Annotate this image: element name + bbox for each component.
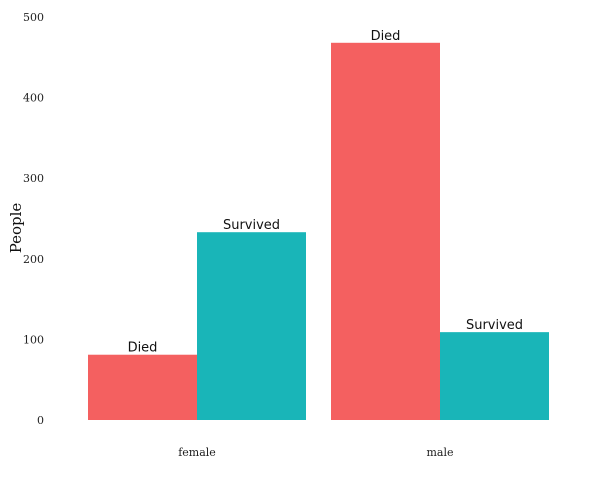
bar-label-female-survived: Survived <box>223 218 280 233</box>
y-tick-label: 400 <box>23 92 44 105</box>
y-tick-label: 500 <box>23 11 44 24</box>
bar-label-female-died: Died <box>128 341 158 356</box>
y-axis-ticks: 0 100 200 300 400 500 <box>23 11 44 427</box>
bars <box>88 42 549 421</box>
bar-female-died <box>88 354 197 420</box>
bar-male-survived <box>440 332 549 420</box>
y-tick-label: 0 <box>37 414 44 427</box>
bar-label-male-survived: Survived <box>466 318 523 333</box>
y-tick-label: 300 <box>23 172 44 185</box>
x-tick-label: female <box>178 446 216 459</box>
bar-labels: Died Survived Died Survived <box>128 29 523 356</box>
y-tick-label: 100 <box>23 333 44 346</box>
bar-male-died <box>331 42 440 421</box>
bar-label-male-died: Died <box>371 29 401 44</box>
y-axis-title: People <box>7 203 25 254</box>
x-axis-ticks: female male <box>178 446 453 459</box>
y-tick-label: 200 <box>23 253 44 266</box>
x-tick-label: male <box>426 446 453 459</box>
bar-female-survived <box>197 232 306 420</box>
